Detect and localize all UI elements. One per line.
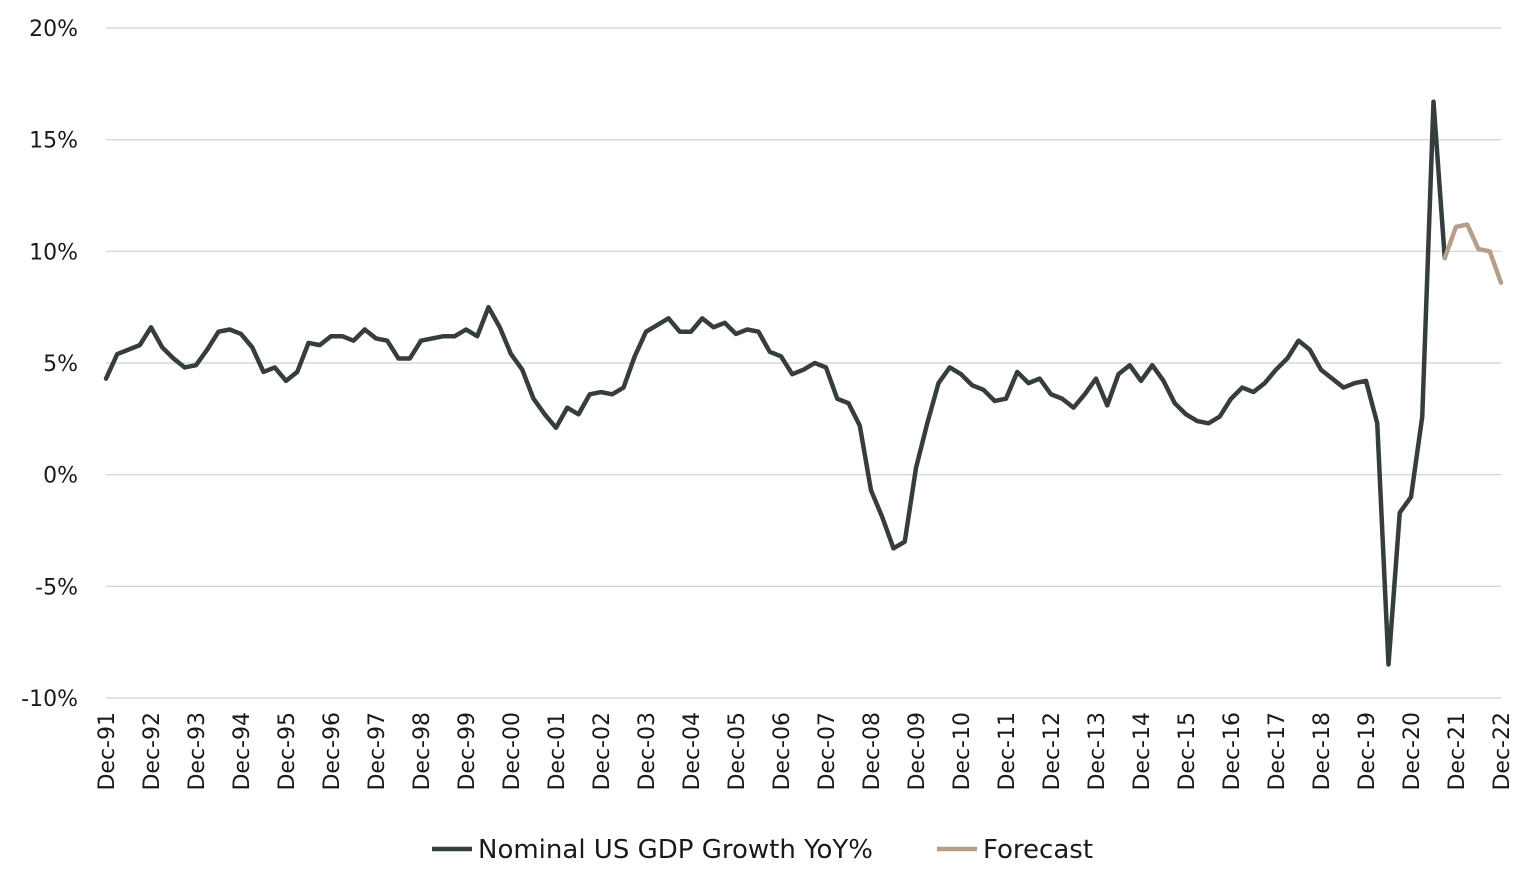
x-tick-label: Dec-03 — [635, 712, 660, 791]
x-tick-label: Dec-07 — [815, 712, 840, 791]
x-tick-label: Dec-11 — [995, 712, 1020, 791]
x-tick-label: Dec-99 — [455, 712, 480, 791]
x-tick-label: Dec-91 — [95, 712, 120, 791]
legend-label-actual: Nominal US GDP Growth YoY% — [478, 835, 873, 865]
y-tick-label: -5% — [35, 575, 78, 600]
x-tick-label: Dec-20 — [1400, 712, 1425, 791]
x-tick-label: Dec-04 — [680, 712, 705, 791]
y-tick-label: 0% — [43, 464, 78, 489]
x-tick-label: Dec-16 — [1220, 712, 1245, 791]
y-tick-label: 20% — [29, 17, 78, 42]
x-tick-label: Dec-05 — [725, 712, 750, 791]
x-tick-label: Dec-10 — [950, 712, 975, 791]
x-tick-label: Dec-21 — [1445, 712, 1470, 791]
x-tick-label: Dec-19 — [1355, 712, 1380, 791]
x-tick-label: Dec-18 — [1310, 712, 1335, 791]
x-tick-label: Dec-15 — [1175, 712, 1200, 791]
x-tick-label: Dec-96 — [320, 712, 345, 791]
x-tick-label: Dec-95 — [275, 712, 300, 791]
x-tick-label: Dec-22 — [1490, 712, 1515, 791]
gridlines — [106, 27, 1501, 699]
y-tick-label: -10% — [21, 687, 78, 712]
x-tick-label: Dec-17 — [1265, 712, 1290, 791]
y-tick-label: 5% — [43, 352, 78, 377]
x-tick-label: Dec-08 — [860, 712, 885, 791]
series-line-actual — [103, 99, 1447, 667]
x-tick-label: Dec-98 — [410, 712, 435, 791]
legend-item-forecast: Forecast — [937, 835, 1093, 865]
x-tick-label: Dec-02 — [590, 712, 615, 791]
series-lines — [103, 99, 1504, 667]
x-tick-label: Dec-01 — [545, 712, 570, 791]
series-line-forecast — [1442, 222, 1504, 285]
y-axis-ticks: 20% 15% 10% 5% 0% -5% -10% — [21, 17, 78, 712]
x-tick-label: Dec-14 — [1130, 712, 1155, 791]
x-tick-label: Dec-06 — [770, 712, 795, 791]
legend-label-forecast: Forecast — [983, 835, 1093, 865]
x-tick-label: Dec-97 — [365, 712, 390, 791]
x-tick-label: Dec-94 — [230, 712, 255, 791]
x-tick-label: Dec-00 — [500, 712, 525, 791]
x-tick-label: Dec-92 — [140, 712, 165, 791]
x-tick-label: Dec-09 — [905, 712, 930, 791]
x-tick-label: Dec-93 — [185, 712, 210, 791]
x-axis-ticks: Dec-91 Dec-92 Dec-93 Dec-94 Dec-95 Dec-96 Dec-… — [95, 712, 1515, 791]
legend: Nominal US GDP Growth YoY% Forecast — [432, 835, 1093, 865]
x-tick-label: Dec-12 — [1040, 712, 1065, 791]
y-tick-label: 15% — [29, 129, 78, 154]
legend-item-actual: Nominal US GDP Growth YoY% — [432, 835, 873, 865]
y-tick-label: 10% — [29, 240, 78, 265]
x-tick-label: Dec-13 — [1085, 712, 1110, 791]
